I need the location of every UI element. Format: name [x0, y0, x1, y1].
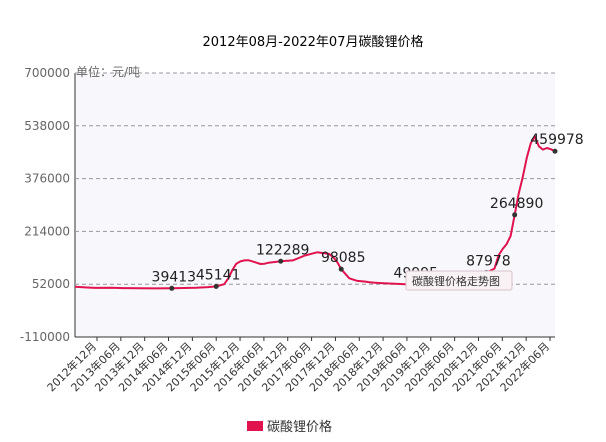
data-label: 39413 — [152, 269, 197, 285]
y-tick-label: 700000 — [24, 66, 70, 80]
series-layer — [74, 135, 556, 290]
legend[interactable]: 碳酸锂价格 — [247, 419, 332, 435]
y-tick-label: 376000 — [24, 172, 70, 186]
data-point-marker — [169, 285, 175, 291]
data-point-marker — [552, 148, 558, 154]
legend-swatch — [247, 421, 263, 431]
tooltip: 碳酸锂价格走势图 — [405, 270, 513, 291]
data-point-marker — [512, 212, 518, 218]
y-tick-label: 538000 — [24, 119, 70, 133]
data-point-marker — [278, 258, 284, 264]
data-point-marker — [213, 283, 219, 289]
tooltip-box — [405, 270, 513, 291]
x-axis-ticks: 2012年12月2013年06月2013年12月2014年06月2014年12月… — [44, 337, 552, 394]
data-label: 87978 — [466, 253, 511, 269]
data-labels: 3941345141122289980854999587978264890459… — [152, 132, 584, 291]
y-tick-label: 52000 — [32, 277, 70, 291]
data-label: 45141 — [196, 267, 241, 283]
series-line — [74, 135, 556, 290]
data-label: 122289 — [256, 242, 309, 258]
data-point-marker — [338, 266, 344, 272]
y-tick-label: -110000 — [20, 330, 70, 344]
chart-title: 2012年08月-2022年07月碳酸锂价格 — [203, 34, 424, 50]
data-label: 459978 — [530, 132, 583, 148]
y-tick-label: 214000 — [24, 224, 70, 238]
data-label: 98085 — [321, 250, 366, 266]
plot-background — [75, 73, 555, 337]
tooltip-text: 碳酸锂价格走势图 — [412, 274, 500, 288]
unit-label: 单位：元/吨 — [76, 64, 140, 79]
plot-area — [74, 73, 555, 338]
data-label: 264890 — [490, 196, 543, 212]
legend-label: 碳酸锂价格 — [267, 419, 332, 435]
